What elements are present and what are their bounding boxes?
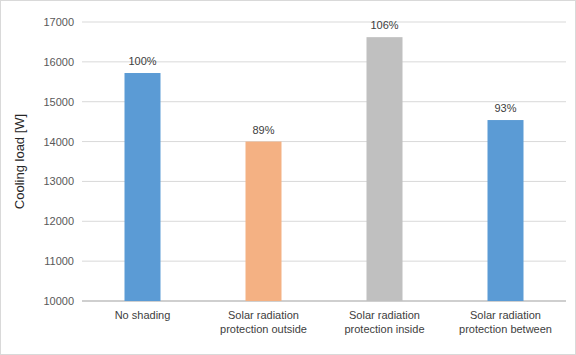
bar: [367, 37, 403, 301]
bar-annotation: 106%: [370, 19, 398, 31]
y-axis-label: Cooling load [W]: [12, 114, 27, 209]
chart: 10000 11000 12000 13000 14000 15000 16000 17000…: [0, 0, 576, 355]
x-tick-label: Solar radiation protection outside: [220, 309, 307, 335]
y-tick-label: 12000: [43, 215, 74, 227]
y-tick-label: 14000: [43, 136, 74, 148]
x-tick-label-line: protection between: [459, 323, 552, 335]
bar: [488, 120, 524, 301]
y-tick-label: 15000: [43, 96, 74, 108]
x-tick-label-line: protection inside: [344, 323, 424, 335]
x-tick-label-line: Solar radiation: [228, 309, 299, 321]
x-tick-label-line: No shading: [115, 309, 171, 321]
chart-frame: [1, 1, 576, 355]
y-tick-label: 10000: [43, 295, 74, 307]
y-tick-label: 13000: [43, 175, 74, 187]
x-tick-label-line: Solar radiation: [470, 309, 541, 321]
bar-annotation: 89%: [252, 124, 274, 136]
x-tick-label: Solar radiation protection inside: [344, 309, 424, 335]
bars: [125, 37, 524, 301]
x-tick-label: Solar radiation protection between: [459, 309, 552, 335]
x-tick-label-line: protection outside: [220, 323, 307, 335]
grid-line: [82, 22, 566, 23]
bar-annotation: 100%: [128, 55, 156, 67]
y-tick-label: 16000: [43, 56, 74, 68]
bar: [246, 142, 282, 301]
chart-root: 10000 11000 12000 13000 14000 15000 16000 17000…: [0, 0, 576, 355]
bar-annotation: 93%: [494, 102, 516, 114]
x-tick-label: No shading: [115, 309, 171, 321]
y-tick-label: 11000: [44, 255, 74, 267]
x-tick-label-line: Solar radiation: [349, 309, 420, 321]
bar: [125, 73, 161, 301]
y-tick-label: 17000: [43, 16, 74, 28]
